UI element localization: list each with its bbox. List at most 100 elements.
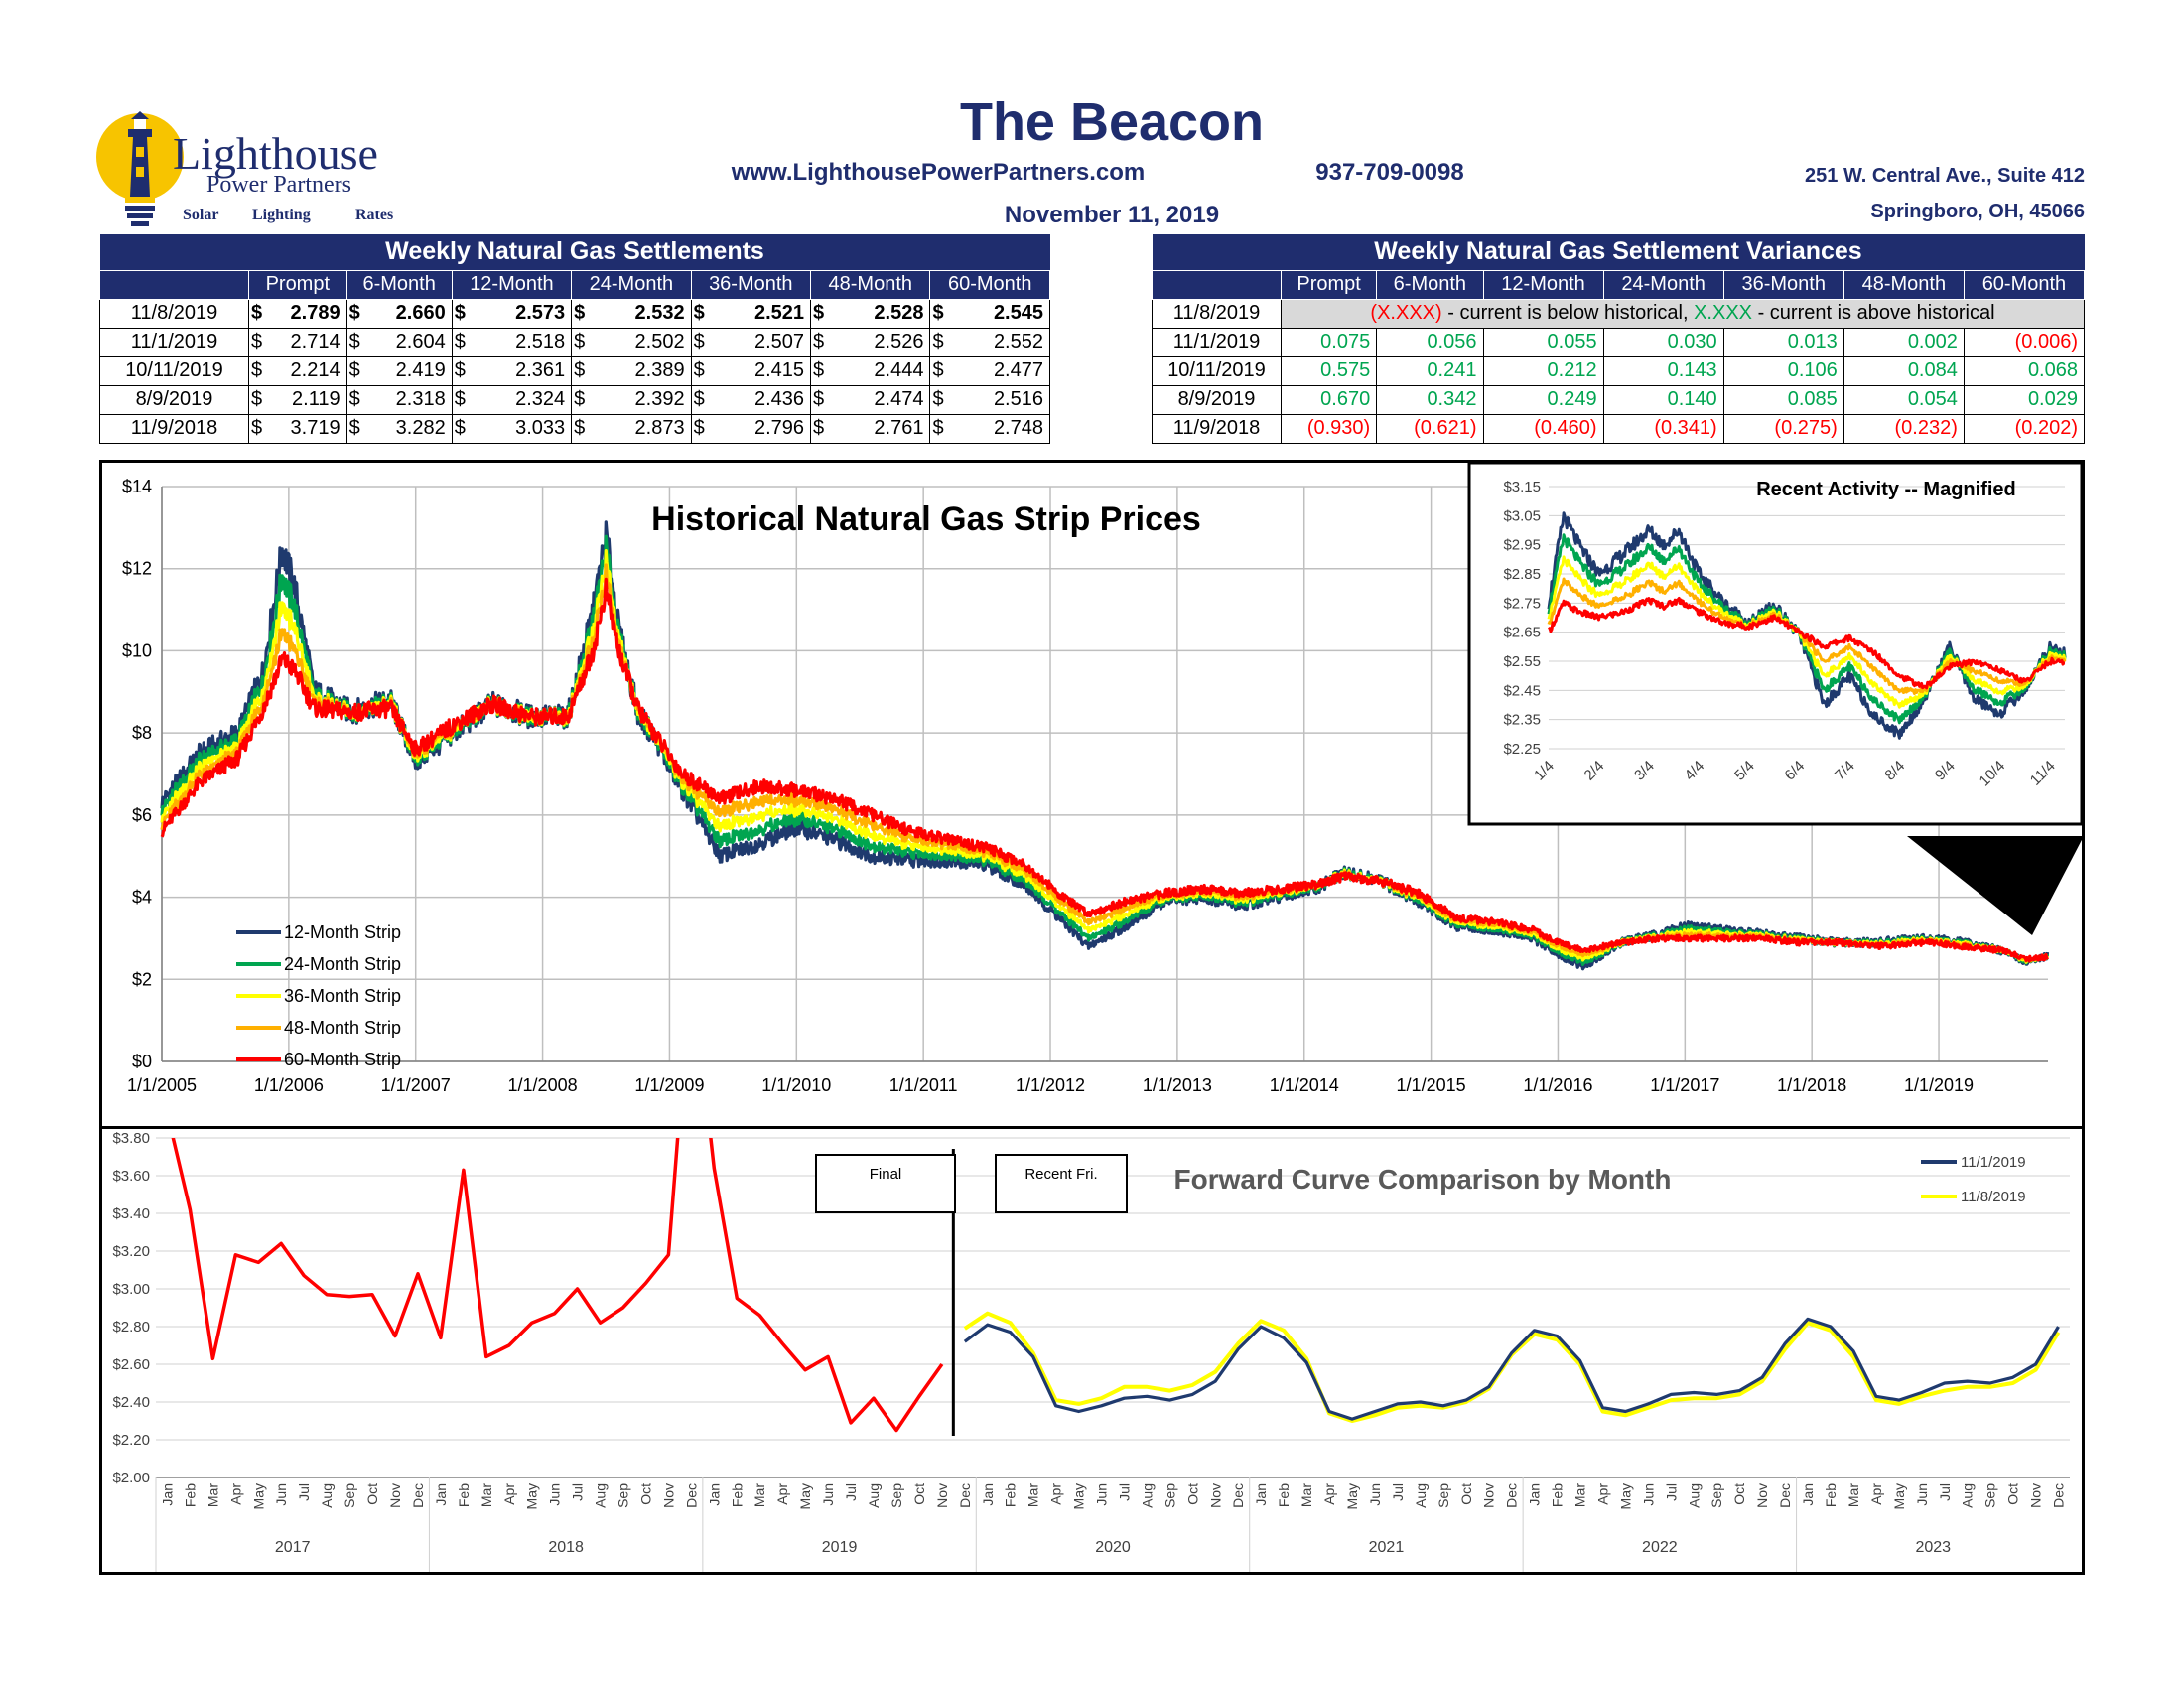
col-prompt: Prompt [248,269,347,300]
settlement-value: 2.436 [709,384,812,415]
var-col-12month: 12-Month [1482,269,1604,300]
month-tick-label: Jul [843,1483,859,1501]
month-tick-label: Jun [1367,1483,1383,1506]
month-tick-label: Sep [1982,1483,1998,1508]
month-tick-label: May [1071,1483,1087,1509]
month-tick-label: Oct [637,1483,653,1505]
final-annotation-label: Final [870,1166,902,1183]
variance-value: (0.460) [1482,413,1604,444]
currency-symbol: $ [451,384,471,415]
month-tick-label: Mar [1845,1483,1861,1507]
x-tick-label: 1/1/2019 [1904,1075,1974,1095]
website-link[interactable]: www.LighthousePowerPartners.com [731,159,1146,186]
currency-symbol: $ [690,384,710,415]
currency-symbol: $ [345,413,365,444]
forward-chart: $2.00 $2.20 $2.40 $2.60 $2.80 $3.00 $3.20 $3.40… [112,1130,2070,1572]
month-tick-label: Nov [660,1483,676,1508]
variance-date: 11/9/2018 [1152,413,1282,444]
settlement-value: 2.552 [947,327,1050,357]
month-tick-label: Nov [1481,1483,1497,1508]
currency-symbol: $ [571,413,590,444]
month-tick-label: Aug [1960,1483,1976,1508]
settlement-row: 11/8/2019 $2.789 $2.660 $2.573 $2.532 $2.521 $… [99,298,1050,329]
x-tick-label: 1/1/2009 [634,1075,704,1095]
x-tick-label: 1/1/2016 [1523,1075,1592,1095]
variance-value: 0.670 [1280,384,1378,415]
month-tick-label: May [797,1483,813,1509]
variance-value: 0.342 [1376,384,1484,415]
month-tick-label: Dec [410,1483,426,1508]
address-line1: 251 W. Central Ave., Suite 412 [1805,165,2085,187]
currency-symbol: $ [451,355,471,386]
magnify-pointer-icon [1907,836,2084,935]
inset-y-tick-label: $2.95 [1503,537,1541,554]
forward-chart-panel: $2.00 $2.20 $2.40 $2.60 $2.80 $3.00 $3.20 $3.40… [99,1126,2085,1575]
y-tick-label: $2.80 [112,1319,150,1336]
settlement-value: 2.507 [709,327,812,357]
inset-y-tick-label: $2.55 [1503,653,1541,670]
variance-value: 0.054 [1843,384,1965,415]
variance-value: 0.085 [1722,384,1844,415]
variance-date: 10/11/2019 [1152,355,1282,386]
settlement-value: 2.660 [364,298,453,329]
settlement-value: 2.796 [709,413,812,444]
month-tick-label: Jul [570,1483,586,1501]
variance-row: 11/9/2018 (0.930) (0.621) (0.460) (0.341) (0.… [1152,413,2086,444]
month-tick-label: Jan [159,1483,175,1506]
month-tick-label: Dec [2051,1483,2067,1508]
col-48month: 48-Month [810,269,931,300]
variance-legend-positive: X.XXX [1694,302,1753,324]
settlement-value: 2.214 [266,355,347,386]
x-tick-label: 1/1/2014 [1270,1075,1339,1095]
year-label: 2021 [1369,1539,1405,1556]
company-logo: Lighthouse Power Partners Solar Lighting… [95,107,423,232]
variances-table: Weekly Natural Gas Settlement Variances … [1152,234,2086,444]
y-tick-label: $3.80 [112,1130,150,1147]
month-tick-label: Nov [1754,1483,1770,1508]
settlement-value: 2.521 [709,298,812,329]
col-6month: 6-Month [345,269,453,300]
final-settlements-line [171,1138,944,1433]
variances-date-header [1152,269,1282,300]
currency-symbol: $ [810,355,829,386]
month-tick-label: Jan [433,1483,449,1506]
series-60-month-strip [160,577,2049,963]
inset-y-tick-label: $2.25 [1503,741,1541,758]
currency-symbol: $ [248,355,267,386]
settlement-value: 2.318 [364,384,453,415]
month-tick-label: May [524,1483,540,1509]
variance-legend-date: 11/8/2019 [1152,298,1282,329]
variance-value: (0.232) [1843,413,1965,444]
y-tick-label: $10 [122,640,152,660]
settlements-date-header [99,269,249,300]
settlement-date: 10/11/2019 [99,355,249,386]
variance-value: (0.006) [1963,327,2086,357]
variance-value: 0.241 [1376,355,1484,386]
inset-y-tick-label: $2.45 [1503,682,1541,699]
currency-symbol: $ [248,327,267,357]
variance-value: (0.202) [1963,413,2086,444]
currency-symbol: $ [345,327,365,357]
variance-value: 0.575 [1280,355,1378,386]
currency-symbol: $ [345,298,365,329]
month-tick-label: Jan [1527,1483,1543,1506]
month-tick-label: Jan [1253,1483,1269,1506]
settlement-row: 11/1/2019 $2.714 $2.604 $2.518 $2.502 $2.507 $… [99,327,1050,357]
inset-y-tick-label: $2.75 [1503,595,1541,612]
year-label: 2020 [1095,1539,1131,1556]
year-label: 2018 [548,1539,584,1556]
inset-series-48-month [1547,577,2067,695]
month-tick-label: Dec [683,1483,699,1508]
settlements-title: Weekly Natural Gas Settlements [99,234,1050,270]
settlement-date: 11/9/2018 [99,413,249,444]
variance-legend: (X.XXX) - current is below historical, X… [1281,298,2085,329]
recent-annotation-box [995,1154,1128,1213]
settlement-value: 2.526 [828,327,931,357]
magnified-inset-box [1467,461,2084,826]
month-tick-label: Apr [1321,1483,1337,1505]
currency-symbol: $ [690,355,710,386]
settlement-value: 2.419 [364,355,453,386]
currency-symbol: $ [929,327,948,357]
settlement-value: 2.714 [266,327,347,357]
month-tick-label: Oct [1184,1483,1200,1505]
